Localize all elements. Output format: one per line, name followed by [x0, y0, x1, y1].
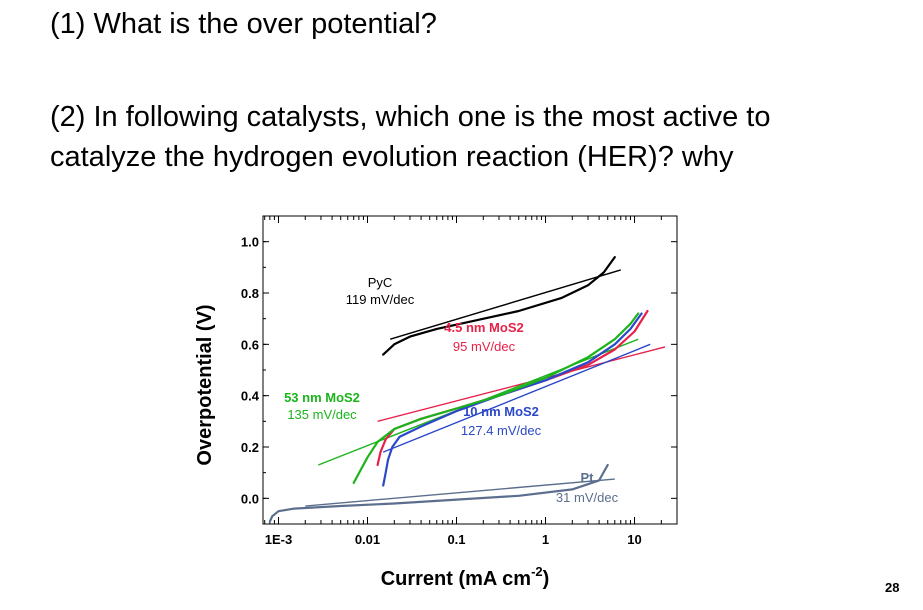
annotation-10nm-slope: 127.4 mV/dec — [461, 423, 542, 438]
annotation-45nm-name: 4.5 nm MoS2 — [444, 320, 523, 335]
x-tick-label: 10 — [627, 532, 641, 547]
fit-line-pyc — [390, 269, 621, 340]
series-line-pyc — [382, 256, 616, 356]
fit-line-10-nm-mos2 — [382, 343, 651, 453]
x-axis-title-main: Current (mA cm — [381, 568, 531, 590]
x-axis-title: Current (mA cm-2) — [381, 564, 550, 590]
data-curves — [268, 256, 649, 523]
question-2-line-2: catalyze the hydrogen evolution reaction… — [50, 141, 734, 173]
x-tick-label: 1E-3 — [265, 532, 292, 547]
annotation-53nm-name: 53 nm MoS2 — [284, 390, 360, 405]
y-tick-label: 0.0 — [241, 491, 259, 506]
y-tick-label: 0.2 — [241, 440, 259, 455]
page-number: 28 — [885, 580, 900, 595]
y-tick-label: 0.8 — [241, 286, 259, 301]
series-line-53-nm-mos2 — [352, 312, 640, 484]
annotation-45nm-slope: 95 mV/dec — [453, 339, 516, 354]
y-tick-label: 0.6 — [241, 337, 259, 352]
x-axis-ticks: 1E-3 0.01 0.1 1 10 — [264, 216, 678, 547]
plot-frame — [262, 215, 678, 525]
question-1: (1) What is the over potential? — [50, 8, 437, 40]
series-line-10-nm-mos2 — [382, 312, 643, 487]
annotation-53nm-slope: 135 mV/dec — [287, 407, 357, 422]
x-axis-title-superscript: -2 — [531, 564, 543, 579]
annotation-pyc-slope: 119 mV/dec — [346, 292, 415, 307]
y-axis-ticks: 0.0 0.2 0.4 0.6 0.8 1.0 — [241, 215, 677, 525]
fit-line-pt — [305, 478, 615, 507]
series-line-pt — [268, 463, 609, 523]
annotation-pt-name: Pt — [581, 470, 595, 485]
annotation-10nm-name: 10 nm MoS2 — [463, 404, 539, 419]
x-tick-label: 0.01 — [355, 532, 380, 547]
annotation-pyc-name: PyC — [368, 275, 393, 290]
question-2-line-1: (2) In following catalysts, which one is… — [50, 101, 771, 133]
fit-line-4-5-nm-mos2 — [377, 346, 666, 423]
question-2: (2) In following catalysts, which one is… — [50, 97, 770, 177]
x-tick-label: 0.1 — [447, 532, 465, 547]
annotation-pt-slope: 31 mV/dec — [556, 490, 619, 505]
y-tick-label: 0.4 — [241, 389, 260, 404]
x-axis-title-close: ) — [543, 568, 550, 590]
x-tick-label: 1 — [542, 532, 549, 547]
y-axis-title: Overpotential (V) — [194, 304, 216, 465]
y-tick-label: 1.0 — [241, 235, 259, 250]
